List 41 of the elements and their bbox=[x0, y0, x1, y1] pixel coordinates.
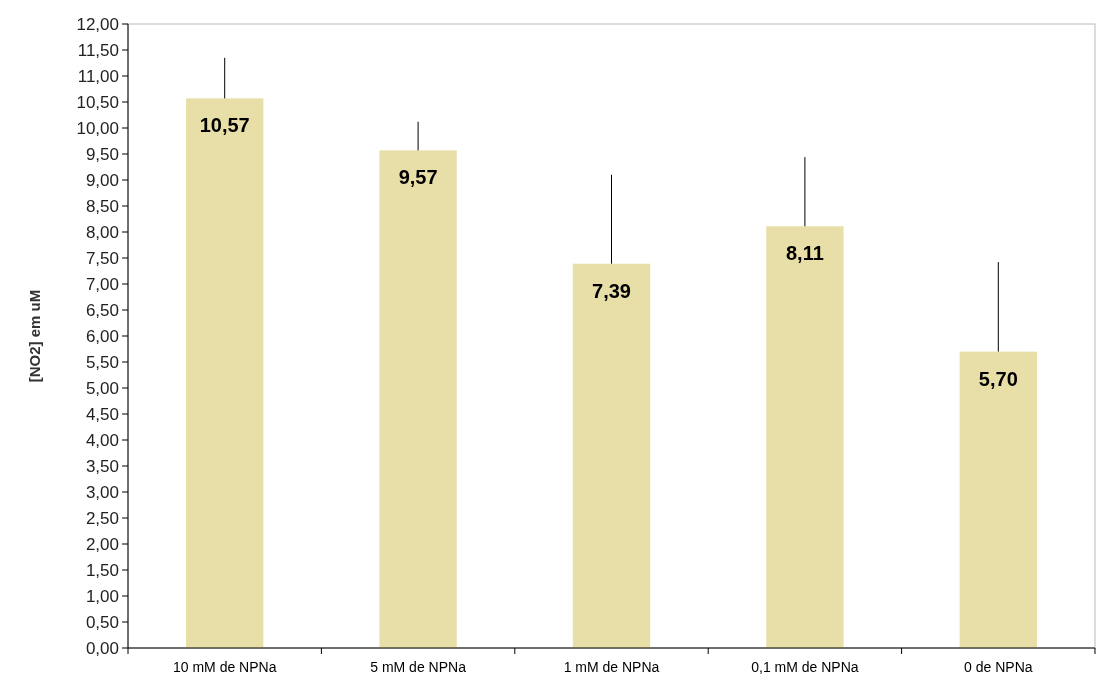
y-tick-label: 2,50 bbox=[85, 508, 119, 528]
y-tick-label: 5,00 bbox=[85, 378, 119, 398]
y-tick-label: 5,50 bbox=[85, 352, 119, 372]
y-tick-label: 1,50 bbox=[85, 560, 119, 580]
y-tick-label: 0,00 bbox=[85, 638, 119, 658]
y-tick-label: 10,00 bbox=[76, 118, 119, 138]
y-tick-label: 2,00 bbox=[85, 534, 119, 554]
y-tick-label: 4,00 bbox=[85, 430, 119, 450]
bar bbox=[959, 351, 1037, 648]
y-tick-label: 10,50 bbox=[76, 92, 119, 112]
bar bbox=[572, 263, 651, 648]
y-tick-label: 11,50 bbox=[77, 40, 119, 60]
y-tick-label: 1,00 bbox=[85, 586, 119, 606]
y-tick-label: 6,50 bbox=[85, 300, 119, 320]
data-label: 7,39 bbox=[592, 279, 631, 302]
x-tick-label: 1 mM de NPNa bbox=[563, 659, 660, 675]
data-label: 8,11 bbox=[785, 242, 824, 265]
x-tick-label: 0,1 mM de NPNa bbox=[751, 659, 859, 675]
bar bbox=[379, 150, 457, 648]
x-tick-label: 5 mM de NPNa bbox=[370, 659, 467, 675]
y-tick-label: 7,50 bbox=[85, 248, 119, 268]
x-tick-label: 10 mM de NPNa bbox=[172, 659, 277, 675]
x-tick-label: 0 de NPNa bbox=[964, 659, 1033, 675]
y-tick-label: 11,00 bbox=[77, 66, 119, 86]
y-axis-title: [NO2] em uM bbox=[26, 289, 43, 383]
data-label: 5,70 bbox=[978, 367, 1018, 390]
y-tick-label: 6,00 bbox=[85, 326, 119, 346]
bar bbox=[766, 226, 844, 648]
y-tick-label: 8,00 bbox=[85, 222, 119, 242]
y-tick-label: 9,00 bbox=[85, 170, 119, 190]
y-tick-label: 0,50 bbox=[85, 612, 119, 632]
y-tick-label: 3,00 bbox=[85, 482, 119, 502]
y-tick-label: 8,50 bbox=[85, 196, 119, 216]
y-tick-label: 3,50 bbox=[85, 456, 119, 476]
y-tick-label: 4,50 bbox=[85, 404, 119, 424]
data-label: 9,57 bbox=[398, 166, 438, 189]
y-tick-label: 7,00 bbox=[85, 274, 119, 294]
bar bbox=[186, 98, 264, 648]
y-tick-label: 12,00 bbox=[76, 14, 119, 34]
data-label: 10,57 bbox=[199, 114, 250, 137]
y-tick-label: 9,50 bbox=[85, 144, 119, 164]
